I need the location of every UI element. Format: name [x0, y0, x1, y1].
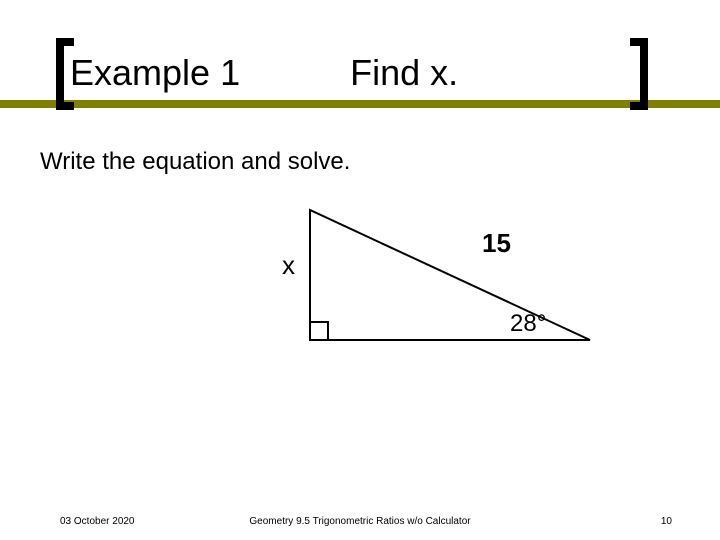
triangle-svg [300, 200, 610, 360]
right-angle-marker [310, 322, 328, 340]
title-bar: Example 1 Find x. [70, 52, 458, 94]
instruction-text: Write the equation and solve. [40, 148, 350, 176]
footer-center: Geometry 9.5 Trigonometric Ratios w/o Ca… [249, 516, 470, 527]
label-hypotenuse: 15 [482, 228, 511, 259]
example-title: Example 1 [70, 52, 240, 94]
label-angle: 28° [510, 310, 546, 338]
bracket-right [630, 38, 658, 120]
triangle-diagram: x 15 28° [300, 200, 610, 360]
label-x: x [282, 250, 295, 281]
footer-date: 03 October 2020 [60, 516, 135, 527]
find-title: Find x. [350, 52, 458, 94]
accent-bar [0, 100, 720, 108]
triangle-shape [310, 210, 590, 340]
footer-page: 10 [661, 516, 672, 527]
